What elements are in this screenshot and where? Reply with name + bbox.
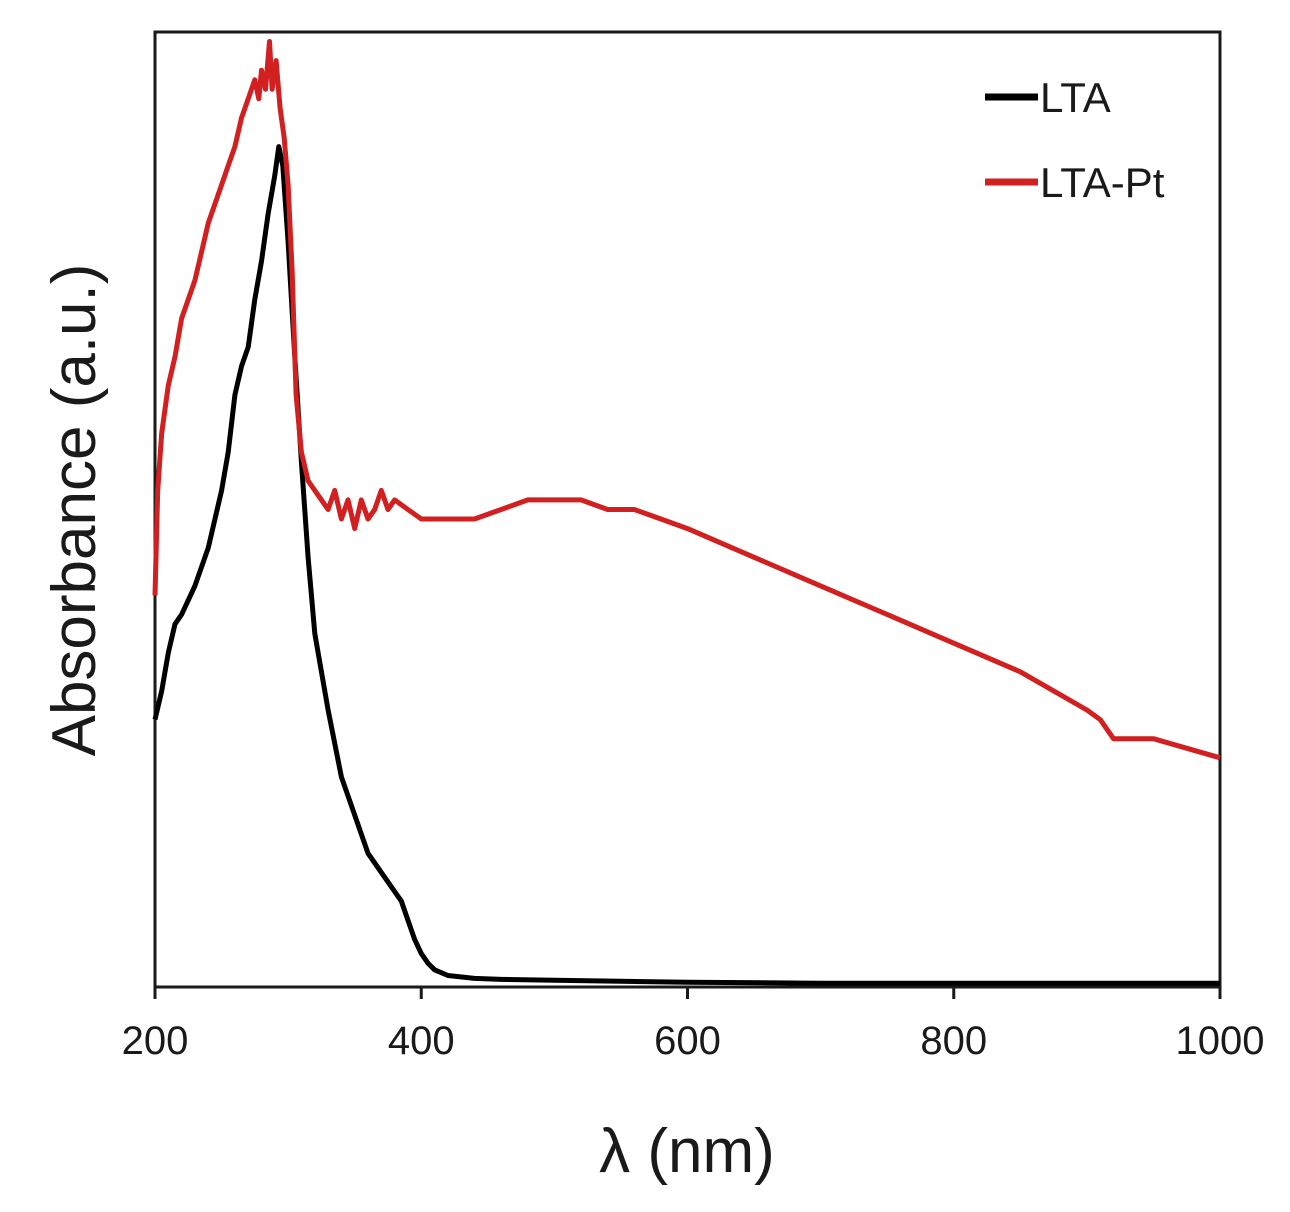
x-axis-ticks: 200 400 600 800 1000	[122, 987, 1265, 1063]
x-tick-label: 400	[388, 1019, 455, 1063]
legend-label-lta: LTA	[1040, 74, 1111, 121]
x-tick-label: 200	[122, 1019, 189, 1063]
x-tick-label: 600	[654, 1019, 721, 1063]
x-axis-title: λ (nm)	[599, 1117, 775, 1186]
series-line-lta	[152, 144, 1220, 986]
series-line-lta-pt	[152, 39, 1221, 761]
x-tick-label: 800	[920, 1019, 987, 1063]
series-group	[152, 39, 1221, 986]
legend: LTA LTA-Pt	[985, 74, 1165, 206]
x-tick-label: 1000	[1176, 1019, 1265, 1063]
legend-label-lta-pt: LTA-Pt	[1040, 159, 1165, 206]
y-axis-title: Absorbance (a.u.)	[40, 264, 109, 757]
